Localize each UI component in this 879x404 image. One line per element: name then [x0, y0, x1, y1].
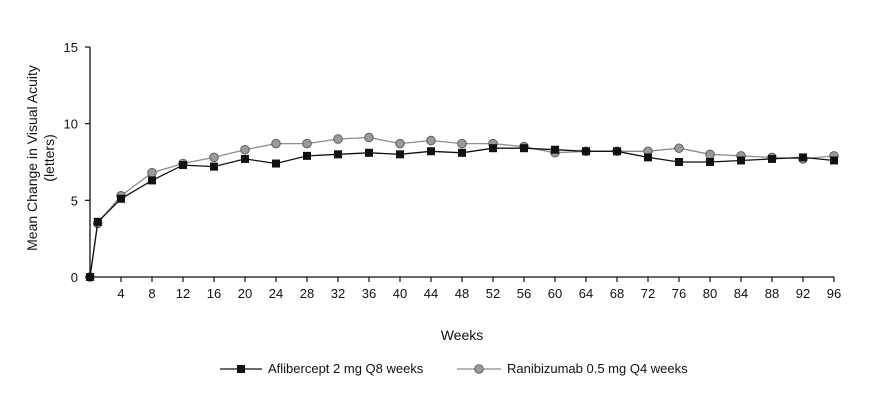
data-point-aflibercept: [551, 145, 559, 154]
x-tick-label: 32: [331, 286, 345, 301]
x-axis-title: Weeks: [441, 327, 484, 343]
data-point-aflibercept: [489, 144, 497, 153]
x-tick-label: 76: [672, 286, 686, 301]
legend-label-ranibizumab: Ranibizumab 0.5 mg Q4 weeks: [507, 361, 688, 376]
x-tick-label: 16: [207, 286, 221, 301]
data-point-aflibercept: [334, 150, 342, 159]
data-point-ranibizumab: [426, 135, 436, 146]
x-tick-label: 24: [269, 286, 283, 301]
data-point-aflibercept: [117, 194, 125, 203]
data-point-aflibercept: [272, 159, 280, 168]
legend-item-ranibizumab: Ranibizumab 0.5 mg Q4 weeks: [457, 361, 688, 376]
data-point-aflibercept: [613, 147, 621, 156]
data-point-ranibizumab: [302, 138, 312, 149]
data-point-aflibercept: [365, 148, 373, 157]
data-point-aflibercept: [458, 148, 466, 157]
data-point-ranibizumab: [209, 152, 219, 163]
data-point-aflibercept: [93, 217, 102, 226]
x-tick-label: 36: [362, 286, 376, 301]
y-tick-label: 10: [64, 117, 78, 132]
data-point-aflibercept: [582, 147, 590, 156]
data-point-aflibercept: [768, 154, 776, 163]
x-tick-label: 80: [703, 286, 717, 301]
series-line-aflibercept: [89, 147, 835, 278]
x-tick-label: 4: [117, 286, 124, 301]
y-axis-title-line-1: Mean Change in Visual Acuity: [24, 65, 40, 251]
data-point-aflibercept: [644, 153, 652, 162]
x-tick-label: 88: [765, 286, 779, 301]
legend-marker-ranibizumab: [474, 364, 484, 374]
x-tick-label: 72: [641, 286, 655, 301]
data-point-aflibercept: [210, 162, 218, 171]
legend-marker-aflibercept: [237, 365, 245, 373]
data-point-ranibizumab: [705, 149, 715, 160]
x-tick-label: 60: [548, 286, 562, 301]
y-tick-label: 5: [71, 193, 78, 208]
x-tick-label: 92: [796, 286, 810, 301]
data-point-aflibercept: [799, 153, 807, 162]
x-tick-label: 44: [424, 286, 438, 301]
data-point-aflibercept: [148, 176, 156, 185]
y-axis-title-line-2: (letters): [41, 134, 57, 181]
x-tick-label: 40: [393, 286, 407, 301]
x-tick-label: 64: [579, 286, 593, 301]
data-point-aflibercept: [706, 158, 714, 166]
legend: Aflibercept 2 mg Q8 weeks Ranibizumab 0.…: [220, 361, 688, 376]
data-point-ranibizumab: [333, 134, 343, 144]
y-tick-label: 15: [64, 40, 78, 55]
y-axis-ticks: 0 5 10 15: [64, 40, 90, 285]
data-point-aflibercept: [179, 161, 187, 170]
x-tick-label: 48: [455, 286, 469, 301]
data-point-aflibercept: [241, 154, 249, 163]
series-aflibercept: [86, 144, 838, 281]
y-axis-title: Mean Change in Visual Acuity (letters): [24, 65, 57, 251]
data-point-ranibizumab: [364, 132, 374, 143]
data-point-aflibercept: [520, 144, 528, 153]
data-point-aflibercept: [396, 150, 404, 159]
x-tick-label: 68: [610, 286, 624, 301]
data-point-aflibercept: [675, 158, 683, 166]
x-tick-label: 20: [238, 286, 252, 301]
legend-item-aflibercept: Aflibercept 2 mg Q8 weeks: [220, 361, 424, 376]
x-tick-label: 8: [148, 286, 155, 301]
x-tick-label: 28: [300, 286, 314, 301]
data-point-ranibizumab: [147, 167, 157, 178]
data-point-ranibizumab: [674, 143, 684, 153]
data-point-ranibizumab: [271, 138, 281, 149]
legend-label-aflibercept: Aflibercept 2 mg Q8 weeks: [268, 361, 424, 376]
data-point-ranibizumab: [395, 138, 405, 149]
x-tick-label: 52: [486, 286, 500, 301]
y-tick-label: 0: [71, 270, 78, 285]
x-axis-ticks: 4 8 12 16 20 24 28 32 36 40 44 48 52 56 60 64 68 72 76 80 84…: [117, 277, 841, 301]
x-tick-label: 84: [734, 286, 748, 301]
data-point-aflibercept: [830, 156, 838, 165]
data-point-ranibizumab: [457, 138, 467, 149]
x-tick-label: 12: [176, 286, 190, 301]
x-tick-label: 96: [827, 286, 841, 301]
data-point-ranibizumab: [240, 144, 250, 155]
x-tick-label: 56: [517, 286, 531, 301]
series-layer: [85, 132, 839, 282]
series-line-ranibizumab: [89, 136, 835, 278]
data-point-aflibercept: [427, 147, 435, 156]
data-point-aflibercept: [303, 151, 311, 160]
data-point-aflibercept: [86, 273, 94, 281]
data-point-aflibercept: [737, 156, 745, 165]
